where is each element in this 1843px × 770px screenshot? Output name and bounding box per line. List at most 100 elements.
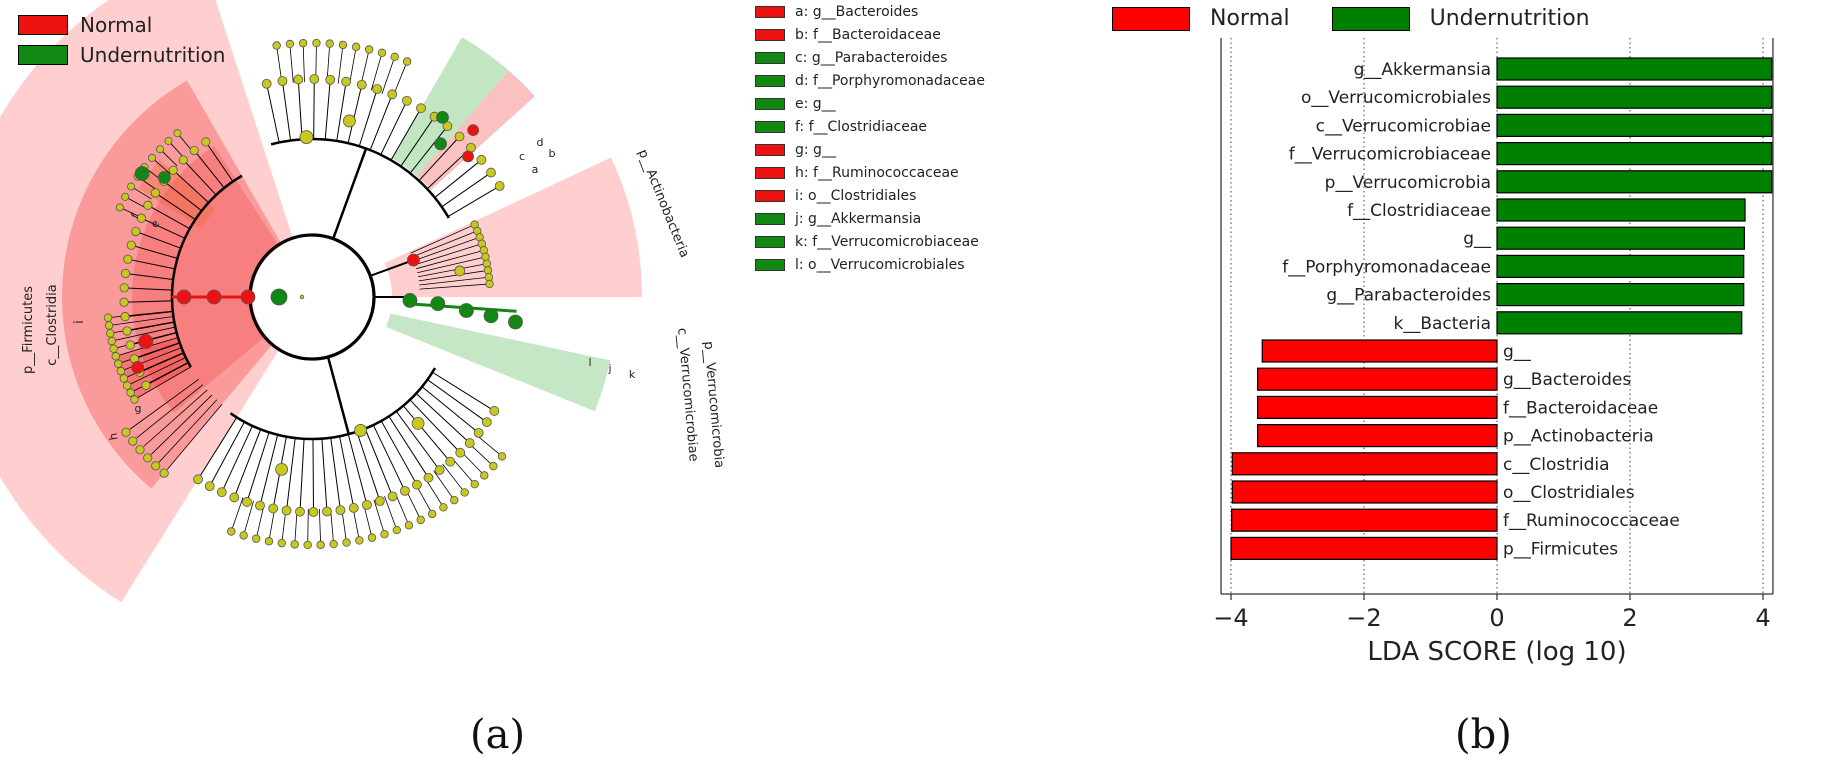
clade-node — [355, 536, 364, 545]
clade-edge — [419, 277, 486, 286]
clade-node — [380, 529, 389, 539]
key-item: f: f__Clostridiaceae — [755, 115, 985, 138]
clade-node — [143, 200, 153, 210]
clade-node — [285, 39, 295, 49]
legend-b-item-normal: Normal — [1112, 6, 1290, 31]
clade-edge — [380, 420, 416, 483]
category-label: c__Clostridia — [1503, 455, 1610, 475]
clade-edge — [143, 389, 208, 447]
key-label: k: f__Verrucomicrobiaceae — [795, 233, 979, 250]
clade-node — [322, 506, 332, 517]
clade-edge — [426, 149, 470, 190]
node-bacteroides — [462, 150, 474, 163]
clade-edge — [153, 158, 171, 174]
clade-shade-firmicutes — [0, 0, 284, 603]
key-swatch — [755, 235, 785, 248]
clade-node — [290, 540, 299, 549]
clade-node — [392, 525, 402, 535]
key-label: i: o__Clostridiales — [795, 187, 917, 204]
clade-node — [255, 500, 265, 511]
clade-node — [119, 374, 129, 383]
key-item: d: f__Porphyromonadaceae — [755, 69, 985, 92]
clade-edge — [414, 244, 480, 266]
clade-node — [126, 388, 135, 397]
clade-node — [229, 492, 240, 503]
clade-node — [343, 114, 356, 128]
node-bacteroidaceae — [467, 124, 480, 137]
clade-node — [476, 154, 487, 165]
clade-edge — [418, 138, 458, 182]
clade-edge — [434, 161, 480, 198]
clade-edge — [129, 378, 199, 430]
clade-edge — [139, 352, 184, 373]
clade-edge — [126, 197, 147, 209]
clade-edge — [199, 417, 238, 478]
tick-label: −2 — [1346, 604, 1381, 632]
clade-node — [473, 427, 484, 438]
label-clostridia: c__Clostridia — [45, 284, 60, 365]
clade-node — [470, 479, 479, 489]
clade-edge — [136, 366, 191, 399]
clade-node — [494, 181, 505, 191]
key-label: h: f__Ruminococcaceae — [795, 164, 959, 181]
clade-node — [485, 279, 494, 289]
clade-edge — [155, 192, 196, 220]
clade-node — [239, 531, 248, 540]
clade-edge — [234, 429, 262, 495]
clade-node — [150, 188, 161, 198]
clade-node — [486, 167, 496, 178]
clade-node — [272, 41, 281, 50]
clade-node — [390, 52, 399, 62]
clade-node — [113, 359, 123, 368]
bar — [1256, 424, 1498, 448]
key-item: i: o__Clostridiales — [755, 184, 985, 207]
clade-node — [387, 491, 398, 502]
key-item: k: f__Verrucomicrobiaceae — [755, 230, 985, 253]
clade-node — [268, 503, 279, 514]
clade-node — [252, 534, 261, 543]
clade-edge — [124, 287, 173, 291]
clade-node — [411, 416, 425, 430]
cladogram-key: a: g__Bacteroides b: f__Bacteroidaceae c: … — [755, 0, 985, 276]
caption-b: (b) — [1455, 712, 1512, 758]
clade-edge — [358, 91, 377, 147]
clade-node — [168, 165, 178, 175]
legend-label-normal: Normal — [80, 13, 153, 37]
clade-edge — [302, 47, 305, 83]
clade-edge — [400, 118, 434, 167]
clade-node — [489, 461, 498, 471]
clade-edge — [442, 463, 464, 491]
clade-node — [455, 447, 466, 458]
key-item: l: o__Verrucomicrobiales — [755, 253, 985, 276]
clade-node — [120, 312, 130, 322]
clade-edge — [307, 508, 309, 542]
clade-node — [367, 533, 377, 542]
clade-edge — [433, 470, 453, 498]
node-bacteroidetes-class — [299, 130, 314, 144]
label-a: a — [532, 163, 539, 176]
clade-node — [464, 438, 475, 448]
category-labels: g__Akkermansia o__Verrucomicrobiales c__Ve… — [1282, 60, 1680, 559]
clade-edge — [182, 159, 217, 196]
clade-node — [416, 103, 426, 114]
clade-node — [159, 468, 169, 478]
clade-edge — [373, 499, 385, 532]
clade-edge — [205, 141, 234, 182]
label-h: h — [107, 432, 121, 441]
clade-edge — [339, 436, 354, 506]
clade-node — [277, 76, 288, 86]
clade-node — [193, 474, 203, 485]
clade-node — [362, 499, 372, 510]
node-clostridiales — [176, 289, 192, 305]
clade-edge — [147, 204, 191, 230]
key-swatch — [755, 74, 785, 87]
clade-edge — [299, 438, 305, 509]
clade-edge — [441, 173, 489, 208]
clade-edge — [132, 187, 152, 200]
tick-label: 0 — [1489, 604, 1504, 632]
clade-shade-porphyromonadaceae — [392, 37, 509, 177]
clade-edge — [244, 500, 254, 533]
category-label: g__Parabacteroides — [1326, 286, 1491, 306]
clade-edge — [421, 386, 477, 432]
clade-node — [489, 406, 500, 416]
